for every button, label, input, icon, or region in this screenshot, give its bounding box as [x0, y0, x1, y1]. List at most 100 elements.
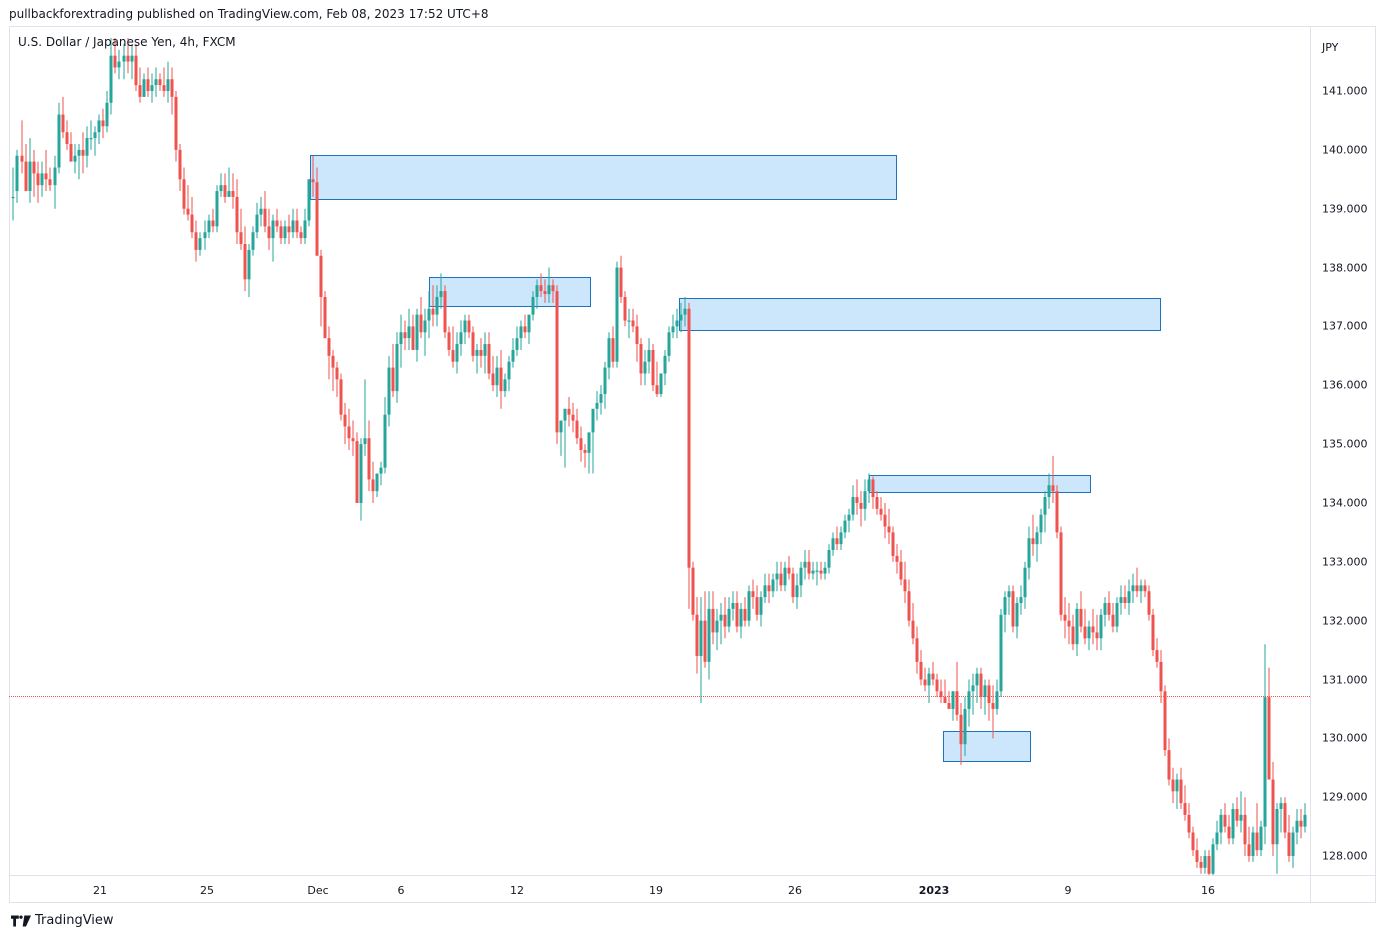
bullish-candle	[203, 220, 207, 250]
bearish-candle	[891, 526, 895, 562]
bearish-candle	[583, 444, 587, 468]
bullish-candle	[1019, 585, 1023, 615]
bearish-candle	[779, 561, 783, 592]
chart-plot-area[interactable]	[9, 27, 1310, 875]
demand-zone-1[interactable]	[943, 731, 1031, 762]
bearish-candle	[907, 579, 911, 627]
bullish-candle	[1211, 838, 1215, 875]
bullish-candle	[663, 349, 667, 386]
bullish-candle	[11, 167, 15, 221]
bearish-candle	[275, 208, 279, 233]
bullish-candle	[415, 308, 419, 362]
bearish-candle	[871, 476, 875, 509]
bearish-candle	[1051, 455, 1055, 503]
bearish-candle	[991, 685, 995, 739]
bearish-candle	[223, 173, 227, 203]
bullish-candle	[719, 602, 723, 645]
bearish-candle	[391, 344, 395, 398]
bearish-candle	[619, 255, 623, 303]
time-axis[interactable]: 21 25 Dec 6 12 19 26 2023 9 16	[9, 875, 1310, 903]
price-tick-label: 132.000	[1322, 614, 1368, 628]
publish-info: pullbackforextrading published on Tradin…	[9, 7, 489, 21]
bearish-candle	[875, 491, 879, 515]
bullish-candle	[535, 279, 539, 309]
bullish-candle	[227, 167, 231, 197]
bullish-candle	[73, 143, 77, 174]
bullish-candle	[995, 679, 999, 715]
bullish-candle	[435, 285, 439, 327]
bearish-candle	[935, 673, 939, 698]
supply-zone-3[interactable]	[679, 297, 1161, 332]
bullish-candle	[363, 379, 367, 456]
bullish-candle	[595, 391, 599, 421]
bearish-candle	[211, 208, 215, 233]
bearish-candle	[931, 661, 935, 686]
bullish-candle	[815, 561, 819, 586]
bearish-candle	[883, 502, 887, 539]
bearish-candle	[1031, 514, 1035, 556]
bullish-candle	[699, 597, 703, 704]
bullish-candle	[1047, 473, 1051, 509]
bearish-candle	[162, 67, 166, 97]
bearish-candle	[467, 314, 471, 339]
bearish-candle	[1111, 602, 1115, 633]
bullish-candle	[1215, 820, 1219, 851]
bearish-candle	[355, 432, 359, 503]
price-axis[interactable]: JPY 141.000 140.000 139.000 138.000 137.000 1…	[1310, 27, 1376, 875]
bearish-candle	[1167, 738, 1171, 786]
bearish-candle	[231, 173, 235, 209]
bullish-candle	[1075, 602, 1079, 656]
bullish-candle	[375, 473, 379, 498]
bearish-candle	[311, 155, 315, 197]
bullish-candle	[1115, 597, 1119, 633]
bullish-candle	[971, 673, 975, 715]
bullish-candle	[1295, 808, 1299, 845]
bullish-candle	[1263, 644, 1267, 845]
bullish-candle	[198, 232, 202, 256]
bearish-candle	[1223, 803, 1227, 833]
time-tick-label: 9	[1064, 884, 1072, 897]
bearish-candle	[1191, 826, 1195, 857]
bullish-candle	[783, 561, 787, 592]
bullish-candle	[803, 550, 807, 580]
price-tick-label: 128.000	[1322, 849, 1368, 863]
bearish-candle	[911, 602, 915, 645]
bullish-candle	[963, 697, 967, 757]
supply-zone-2[interactable]	[429, 276, 591, 307]
bearish-candle	[1235, 797, 1239, 827]
bullish-candle	[775, 561, 779, 592]
bearish-candle	[655, 361, 659, 398]
bearish-candle	[1095, 614, 1099, 651]
bullish-candle	[503, 373, 507, 398]
price-tick-label: 134.000	[1322, 496, 1368, 510]
bearish-candle	[65, 120, 69, 150]
bearish-candle	[20, 120, 24, 174]
bullish-candle	[799, 561, 803, 598]
bullish-candle	[105, 91, 109, 133]
bullish-candle	[150, 73, 154, 103]
bullish-candle	[142, 73, 146, 97]
bullish-candle	[1007, 585, 1011, 615]
bearish-candle	[239, 208, 243, 250]
axis-corner	[1310, 875, 1376, 903]
bearish-candle	[101, 108, 105, 139]
bullish-candle	[727, 597, 731, 633]
bearish-candle	[182, 167, 186, 215]
bearish-candle	[723, 597, 727, 639]
bullish-candle	[1131, 573, 1135, 603]
bearish-candle	[903, 561, 907, 603]
bearish-candle	[487, 332, 491, 380]
supply-zone-1[interactable]	[310, 154, 897, 201]
bearish-candle	[138, 67, 142, 103]
bullish-candle	[407, 308, 411, 350]
bearish-candle	[235, 179, 239, 245]
bullish-candle	[659, 373, 663, 398]
symbol-legend: U.S. Dollar / Japanese Yen, 4h, FXCM	[18, 35, 236, 49]
bullish-candle	[427, 291, 431, 339]
bearish-candle	[299, 226, 303, 245]
bearish-candle	[1151, 608, 1155, 656]
bullish-candle	[975, 667, 979, 704]
bearish-candle	[1179, 767, 1183, 809]
bullish-candle	[1139, 579, 1143, 603]
bearish-candle	[755, 585, 759, 621]
